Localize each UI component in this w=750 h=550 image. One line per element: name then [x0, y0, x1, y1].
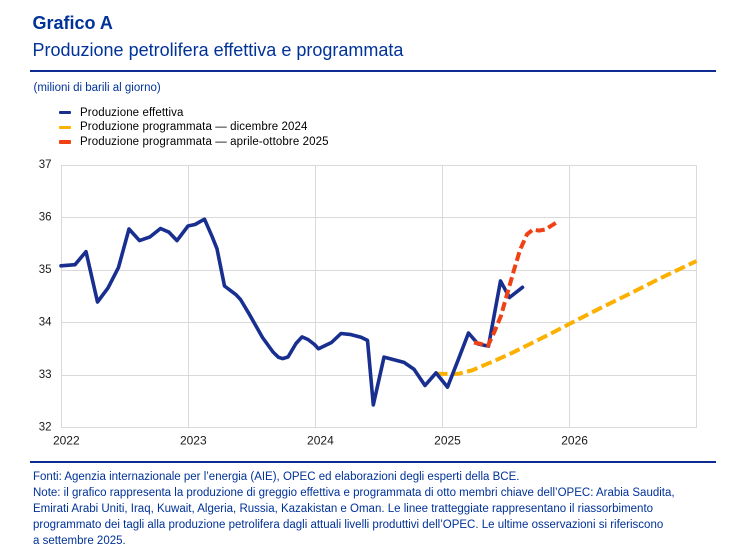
svg-text:37: 37	[39, 159, 52, 171]
svg-text:33: 33	[39, 369, 52, 381]
svg-text:2023: 2023	[180, 434, 207, 448]
svg-text:32: 32	[39, 422, 52, 434]
svg-text:34: 34	[39, 317, 52, 329]
svg-text:2022: 2022	[53, 434, 80, 448]
svg-text:2025: 2025	[434, 434, 461, 448]
svg-text:35: 35	[39, 264, 52, 276]
svg-text:2026: 2026	[561, 434, 588, 448]
svg-text:2024: 2024	[307, 434, 334, 448]
svg-text:36: 36	[39, 212, 52, 224]
